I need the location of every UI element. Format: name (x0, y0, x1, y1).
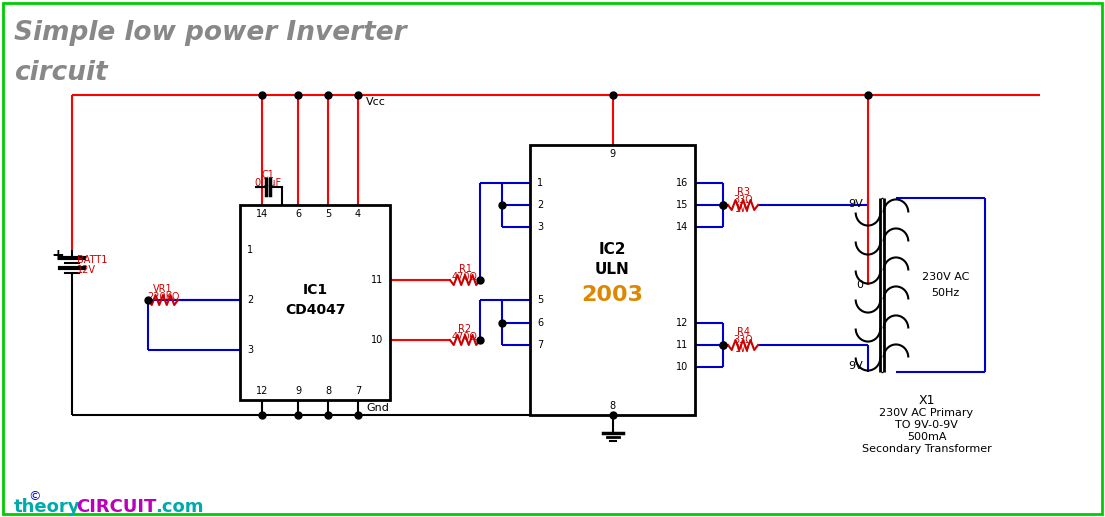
Text: 8: 8 (610, 401, 615, 411)
Text: 3: 3 (537, 222, 544, 232)
Text: 11: 11 (676, 340, 688, 350)
Text: ULN: ULN (596, 263, 630, 278)
Text: 1W: 1W (735, 344, 751, 354)
Text: ©: © (28, 490, 41, 503)
Text: 2003: 2003 (581, 285, 643, 305)
Text: IC1: IC1 (303, 283, 327, 297)
Text: 33Ω: 33Ω (734, 335, 753, 345)
Text: circuit: circuit (14, 60, 107, 86)
Text: 3: 3 (248, 345, 253, 355)
Text: 0.1uF: 0.1uF (254, 178, 282, 188)
Text: R3: R3 (737, 187, 749, 197)
Text: R2: R2 (459, 324, 472, 334)
Text: VR1: VR1 (154, 284, 172, 294)
Text: 470Ω: 470Ω (452, 272, 478, 282)
Text: 16: 16 (676, 178, 688, 188)
Text: 9: 9 (295, 386, 301, 396)
Text: 6: 6 (537, 318, 544, 328)
Bar (530, 145, 695, 415)
Text: X1: X1 (918, 394, 935, 407)
Text: 2: 2 (537, 200, 544, 210)
Text: 220KΩ: 220KΩ (147, 292, 179, 302)
Text: 14: 14 (256, 209, 269, 219)
Text: Gnd: Gnd (366, 403, 389, 413)
Text: 15: 15 (675, 200, 688, 210)
Text: BATT1: BATT1 (77, 255, 107, 265)
Text: 11: 11 (371, 275, 383, 285)
Text: 9V: 9V (849, 199, 863, 209)
Text: 12: 12 (256, 386, 269, 396)
Text: 10: 10 (676, 362, 688, 372)
Text: 2: 2 (248, 295, 253, 305)
Text: 4: 4 (355, 209, 361, 219)
Text: 0: 0 (856, 280, 863, 290)
Text: 50Hz: 50Hz (932, 288, 959, 298)
Text: Secondary Transformer: Secondary Transformer (862, 444, 991, 454)
Text: .com: .com (155, 498, 203, 516)
Text: 10: 10 (371, 335, 383, 345)
Text: 9: 9 (610, 149, 615, 159)
Text: 500mA: 500mA (907, 432, 946, 442)
Text: 7: 7 (537, 340, 544, 350)
Text: 1: 1 (248, 245, 253, 255)
Text: theory: theory (14, 498, 81, 516)
Text: C1: C1 (262, 170, 274, 180)
Text: IC2: IC2 (599, 242, 627, 257)
Text: 470Ω: 470Ω (452, 332, 478, 342)
Text: 230V AC Primary: 230V AC Primary (880, 408, 974, 418)
Text: 5: 5 (537, 295, 544, 305)
Text: 6: 6 (295, 209, 301, 219)
Text: +: + (52, 249, 64, 264)
Text: 230V AC: 230V AC (922, 272, 969, 282)
Text: R1: R1 (459, 264, 472, 274)
Text: 1W: 1W (735, 204, 751, 214)
Text: 5: 5 (325, 209, 332, 219)
Text: CIRCUIT: CIRCUIT (76, 498, 157, 516)
Text: 8: 8 (325, 386, 332, 396)
Text: 12: 12 (675, 318, 688, 328)
Text: Simple low power Inverter: Simple low power Inverter (14, 20, 407, 46)
Text: R4: R4 (737, 327, 749, 337)
Text: 12V: 12V (77, 265, 96, 275)
Text: TO 9V-0-9V: TO 9V-0-9V (895, 420, 958, 430)
Text: 7: 7 (355, 386, 361, 396)
Text: CD4047: CD4047 (285, 303, 345, 317)
Text: Vcc: Vcc (366, 97, 386, 107)
Text: 9V: 9V (849, 361, 863, 371)
Text: 33Ω: 33Ω (734, 195, 753, 205)
Text: 14: 14 (676, 222, 688, 232)
Bar (240, 205, 390, 400)
Text: 1: 1 (537, 178, 544, 188)
